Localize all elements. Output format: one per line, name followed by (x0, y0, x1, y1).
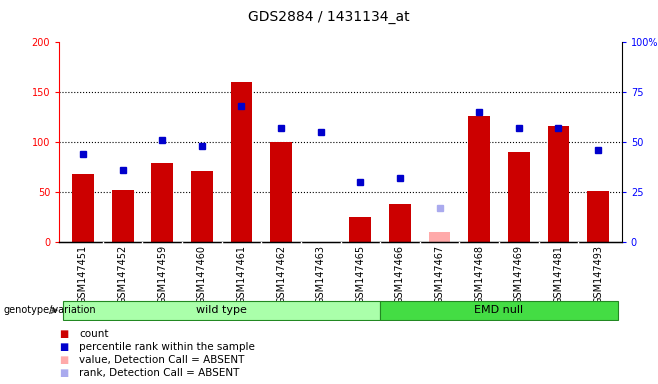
Text: GSM147460: GSM147460 (197, 245, 207, 304)
Bar (230, 82, 253, 242)
Text: EMD null: EMD null (474, 305, 524, 315)
Bar (468, 116, 490, 242)
Text: GSM147493: GSM147493 (593, 245, 603, 304)
Bar (380, 301, 618, 319)
Bar (349, 217, 371, 242)
Text: GSM147469: GSM147469 (514, 245, 524, 304)
Text: GSM147451: GSM147451 (78, 245, 88, 304)
Text: ■: ■ (59, 342, 68, 352)
Text: wild type: wild type (196, 305, 247, 315)
Text: ■: ■ (59, 355, 68, 365)
Bar (587, 191, 609, 242)
Text: GSM147463: GSM147463 (316, 245, 326, 304)
Text: value, Detection Call = ABSENT: value, Detection Call = ABSENT (79, 355, 244, 365)
Text: ■: ■ (59, 368, 68, 378)
Bar (72, 174, 94, 242)
Bar (191, 171, 213, 242)
Bar (151, 163, 173, 242)
Bar (389, 204, 411, 242)
Bar (270, 142, 292, 242)
Bar (547, 126, 569, 242)
Text: GSM147467: GSM147467 (434, 245, 445, 304)
Text: GSM147459: GSM147459 (157, 245, 167, 304)
Text: percentile rank within the sample: percentile rank within the sample (79, 342, 255, 352)
Text: ■: ■ (59, 329, 68, 339)
Text: genotype/variation: genotype/variation (3, 305, 96, 315)
Bar (508, 152, 530, 242)
Text: count: count (79, 329, 109, 339)
Bar (428, 232, 451, 242)
Text: GDS2884 / 1431134_at: GDS2884 / 1431134_at (248, 10, 410, 23)
Text: rank, Detection Call = ABSENT: rank, Detection Call = ABSENT (79, 368, 240, 378)
Bar (63, 301, 380, 319)
Text: GSM147481: GSM147481 (553, 245, 563, 304)
Text: GSM147462: GSM147462 (276, 245, 286, 304)
Text: GSM147452: GSM147452 (118, 245, 128, 304)
Bar (112, 190, 134, 242)
Text: GSM147465: GSM147465 (355, 245, 365, 304)
Text: GSM147466: GSM147466 (395, 245, 405, 304)
Text: GSM147468: GSM147468 (474, 245, 484, 304)
Text: GSM147461: GSM147461 (236, 245, 247, 304)
